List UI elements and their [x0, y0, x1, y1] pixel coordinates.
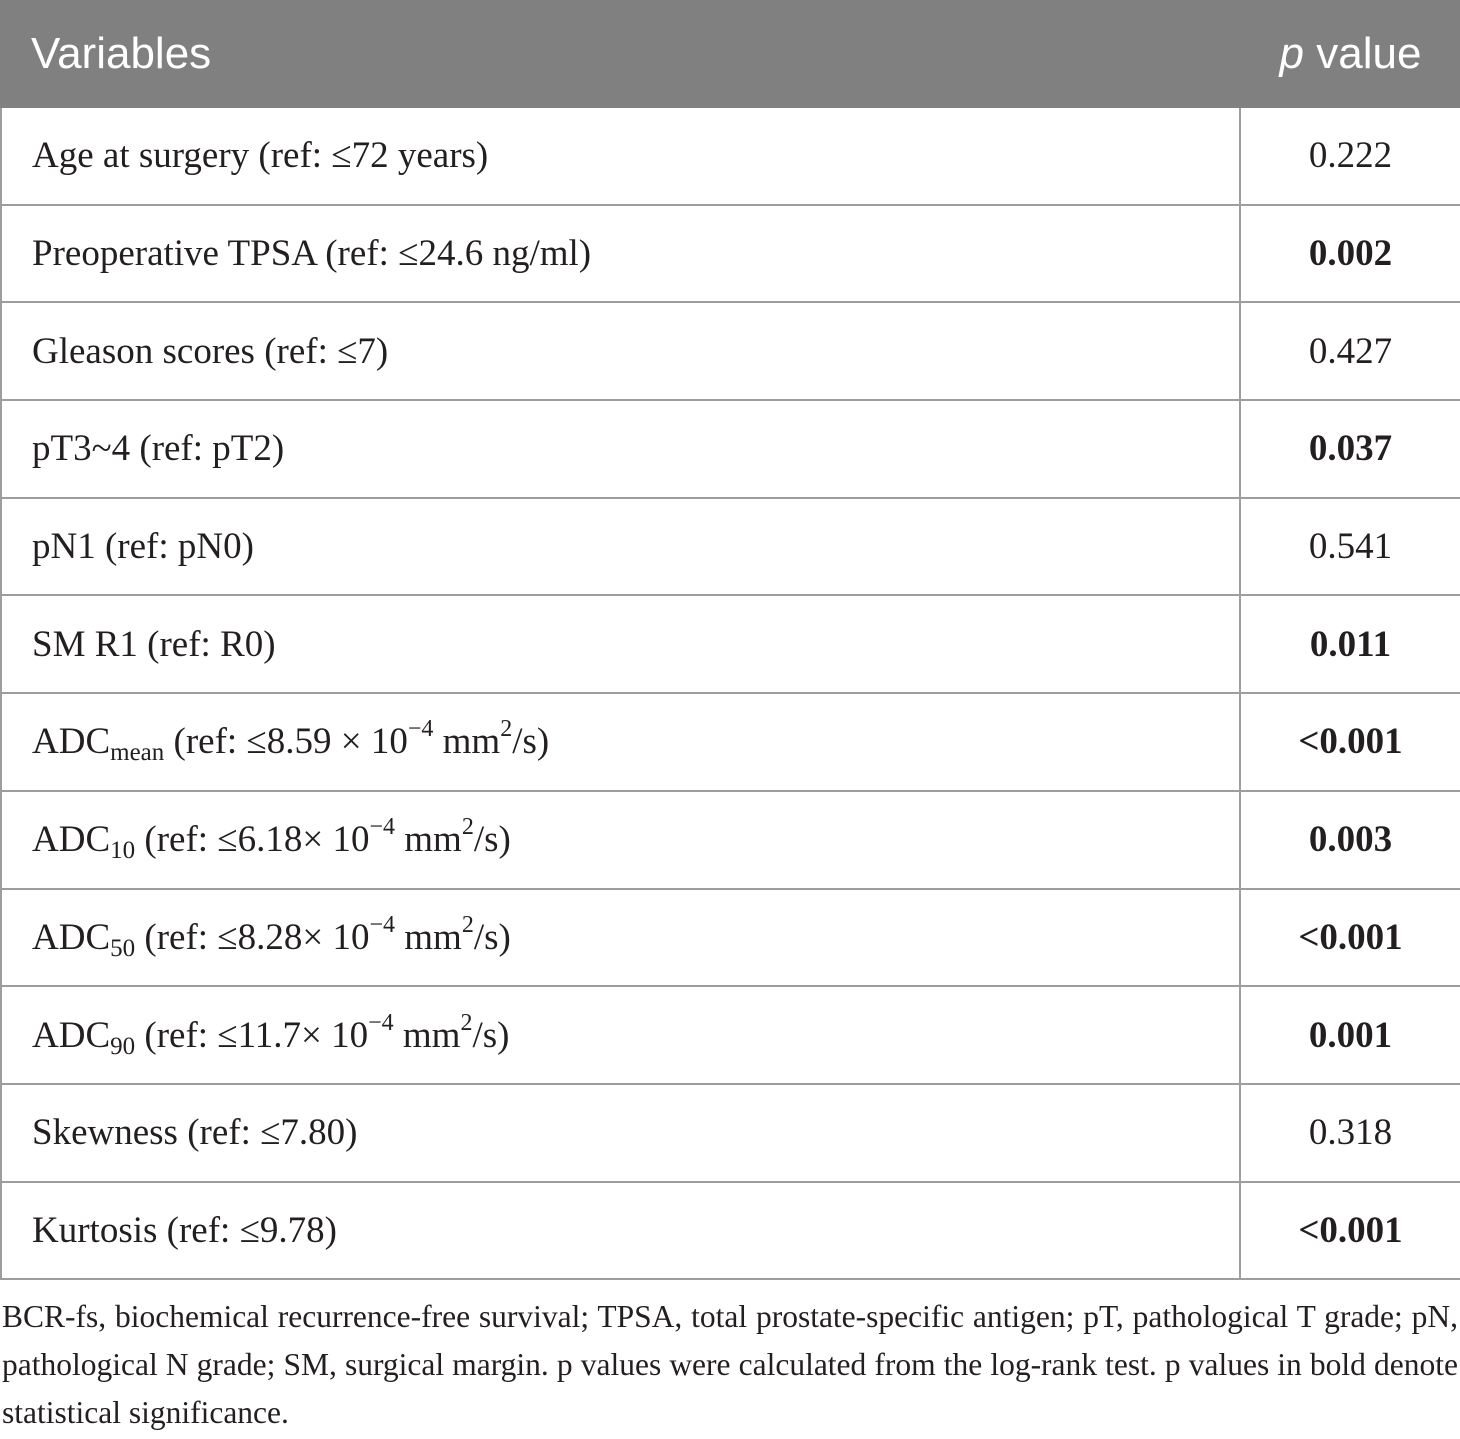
variable-cell: pN1 (ref: pN0) [0, 496, 1241, 597]
variable-label: ADC [32, 721, 111, 763]
table-row: ADCmean (ref: ≤8.59 × 10−4 mm2/s) <0.001 [0, 692, 1460, 792]
variable-exponent: −4 [368, 1009, 394, 1036]
variable-unit-tail: /s) [472, 1014, 510, 1056]
table-row: ADC50 (ref: ≤8.28× 10−4 mm2/s) <0.001 [0, 887, 1460, 988]
p-value-cell: 0.318 [1239, 1082, 1460, 1183]
p-value-cell: 0.222 [1239, 106, 1460, 206]
table-row: pN1 (ref: pN0) 0.541 [0, 496, 1460, 597]
table-body: Age at surgery (ref: ≤72 years) 0.222 Preo… [0, 106, 1460, 1281]
table-row: Skewness (ref: ≤7.80) 0.318 [0, 1082, 1460, 1183]
variable-label: pT3~4 (ref: pT2) [32, 428, 285, 470]
variable-unit: mm [433, 721, 501, 763]
p-value-cell: 0.427 [1239, 301, 1460, 402]
variable-cell: ADC90 (ref: ≤11.7× 10−4 mm2/s) [0, 985, 1241, 1085]
variable-cell: ADCmean (ref: ≤8.59 × 10−4 mm2/s) [0, 692, 1241, 792]
variable-label: ADC [32, 819, 111, 861]
table-row: pT3~4 (ref: pT2) 0.037 [0, 399, 1460, 499]
p-value-cell: <0.001 [1239, 1180, 1460, 1281]
variable-reference: (ref: ≤11.7× 10 [135, 1014, 369, 1056]
variable-cell: Kurtosis (ref: ≤9.78) [0, 1180, 1241, 1281]
variable-unit: mm [395, 916, 462, 958]
p-value-cell: 0.037 [1239, 399, 1460, 499]
p-value-header: p value [1239, 0, 1460, 108]
variable-label: ADC [32, 1014, 111, 1056]
p-value-cell: 0.002 [1239, 203, 1460, 304]
variable-label: SM R1 (ref: R0) [32, 623, 276, 665]
table-row: ADC90 (ref: ≤11.7× 10−4 mm2/s) 0.001 [0, 985, 1460, 1085]
variable-unit: mm [395, 819, 462, 861]
p-value-cell: <0.001 [1239, 887, 1460, 988]
variable-reference: (ref: ≤8.28× 10 [135, 916, 370, 958]
variable-exponent: −4 [369, 814, 396, 841]
variable-unit-exponent: 2 [500, 716, 513, 743]
p-value-header-rest: value [1304, 29, 1422, 78]
variable-label: Preoperative TPSA (ref: ≤24.6 ng/ml) [32, 233, 592, 275]
variable-cell: Preoperative TPSA (ref: ≤24.6 ng/ml) [0, 203, 1241, 304]
variable-subscript: 90 [110, 1032, 136, 1060]
variable-exponent: −4 [369, 911, 396, 938]
variable-unit-exponent: 2 [461, 911, 474, 938]
table-row: Kurtosis (ref: ≤9.78) <0.001 [0, 1180, 1460, 1281]
variable-cell: SM R1 (ref: R0) [0, 594, 1241, 695]
variable-unit-tail: /s) [473, 819, 511, 861]
variable-exponent: −4 [407, 716, 434, 743]
variable-cell: ADC10 (ref: ≤6.18× 10−4 mm2/s) [0, 789, 1241, 890]
table-row: Age at surgery (ref: ≤72 years) 0.222 [0, 106, 1460, 206]
p-value-header-italic: p [1279, 29, 1305, 78]
table-row: Gleason scores (ref: ≤7) 0.427 [0, 301, 1460, 402]
table-footnote: BCR-fs, biochemical recurrence-free surv… [2, 1299, 1458, 1430]
table-header-row: Variables p value [0, 0, 1460, 108]
results-table-container: Variables p value Age at surgery (ref: ≤… [0, 0, 1460, 1281]
variable-label: Gleason scores (ref: ≤7) [32, 330, 389, 372]
variable-cell: Skewness (ref: ≤7.80) [0, 1082, 1241, 1183]
variable-subscript: 50 [110, 934, 136, 962]
p-value-cell: 0.003 [1239, 789, 1460, 890]
variable-label: ADC [32, 916, 111, 958]
variables-header: Variables [0, 0, 1241, 108]
variable-cell: pT3~4 (ref: pT2) [0, 399, 1241, 499]
p-value-cell: 0.541 [1239, 496, 1460, 597]
variable-unit-tail: /s) [512, 721, 550, 763]
variable-label: Age at surgery (ref: ≤72 years) [32, 135, 489, 177]
variable-reference: (ref: ≤6.18× 10 [135, 819, 370, 861]
variable-subscript: 10 [110, 837, 136, 865]
table-row: SM R1 (ref: R0) 0.011 [0, 594, 1460, 695]
variable-subscript: mean [110, 739, 165, 767]
variable-cell: ADC50 (ref: ≤8.28× 10−4 mm2/s) [0, 887, 1241, 988]
variable-unit: mm [393, 1014, 461, 1056]
variable-label: Kurtosis (ref: ≤9.78) [32, 1209, 337, 1251]
p-value-cell: 0.001 [1239, 985, 1460, 1085]
variable-cell: Age at surgery (ref: ≤72 years) [0, 106, 1241, 206]
variable-reference: (ref: ≤8.59 × 10 [164, 721, 408, 763]
p-value-cell: <0.001 [1239, 692, 1460, 792]
results-table: Variables p value Age at surgery (ref: ≤… [0, 0, 1460, 1281]
variable-unit-tail: /s) [473, 916, 511, 958]
variable-unit-exponent: 2 [461, 814, 474, 841]
table-row: Preoperative TPSA (ref: ≤24.6 ng/ml) 0.00… [0, 203, 1460, 304]
variable-label: pN1 (ref: pN0) [32, 526, 254, 568]
p-value-cell: 0.011 [1239, 594, 1460, 695]
variable-unit-exponent: 2 [460, 1009, 473, 1036]
variable-cell: Gleason scores (ref: ≤7) [0, 301, 1241, 402]
variable-label: Skewness (ref: ≤7.80) [32, 1112, 358, 1154]
table-row: ADC10 (ref: ≤6.18× 10−4 mm2/s) 0.003 [0, 789, 1460, 890]
